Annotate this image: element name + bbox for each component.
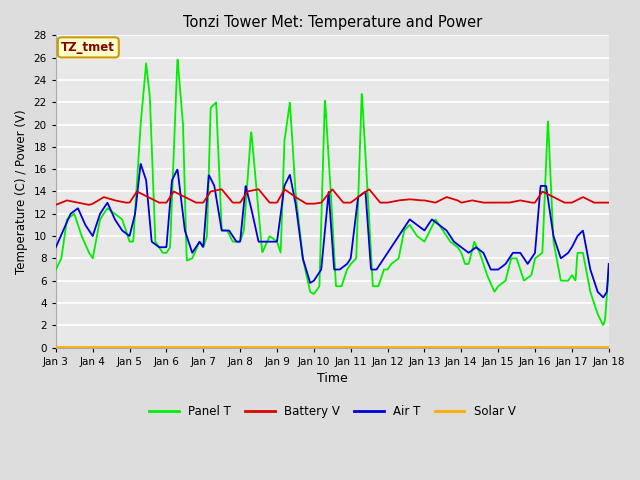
- Air T: [419, 226, 426, 232]
- Line: Battery V: Battery V: [56, 189, 609, 205]
- Text: TZ_tmet: TZ_tmet: [61, 41, 115, 54]
- Panel T: [419, 237, 426, 243]
- Air T: [540, 183, 547, 189]
- Title: Tonzi Tower Met: Temperature and Power: Tonzi Tower Met: Temperature and Power: [182, 15, 482, 30]
- Line: Panel T: Panel T: [56, 60, 609, 325]
- Solar V: [540, 344, 547, 350]
- Panel T: [491, 289, 499, 295]
- Panel T: [52, 267, 60, 273]
- Panel T: [540, 225, 547, 231]
- Air T: [237, 230, 245, 236]
- Y-axis label: Temperature (C) / Power (V): Temperature (C) / Power (V): [15, 109, 28, 274]
- Solar V: [605, 344, 612, 350]
- Battery V: [237, 199, 244, 205]
- Panel T: [174, 57, 182, 62]
- Air T: [600, 294, 607, 300]
- Battery V: [175, 191, 182, 197]
- Panel T: [161, 250, 169, 256]
- Panel T: [600, 322, 607, 328]
- Solar V: [52, 344, 60, 350]
- Air T: [175, 180, 183, 186]
- Battery V: [161, 200, 169, 205]
- Battery V: [52, 202, 60, 208]
- Legend: Panel T, Battery V, Air T, Solar V: Panel T, Battery V, Air T, Solar V: [145, 400, 520, 423]
- Battery V: [605, 200, 612, 205]
- Line: Air T: Air T: [56, 164, 609, 297]
- Panel T: [605, 267, 612, 273]
- Battery V: [255, 186, 262, 192]
- Battery V: [491, 200, 499, 205]
- Air T: [605, 261, 612, 267]
- Air T: [137, 161, 145, 167]
- Solar V: [161, 344, 169, 350]
- Air T: [162, 244, 170, 250]
- Air T: [491, 267, 499, 273]
- Battery V: [540, 189, 547, 195]
- X-axis label: Time: Time: [317, 372, 348, 385]
- Battery V: [419, 197, 426, 203]
- Panel T: [175, 75, 183, 81]
- Panel T: [237, 236, 245, 242]
- Solar V: [175, 344, 182, 350]
- Solar V: [237, 344, 244, 350]
- Solar V: [490, 344, 498, 350]
- Air T: [52, 244, 60, 250]
- Solar V: [418, 344, 426, 350]
